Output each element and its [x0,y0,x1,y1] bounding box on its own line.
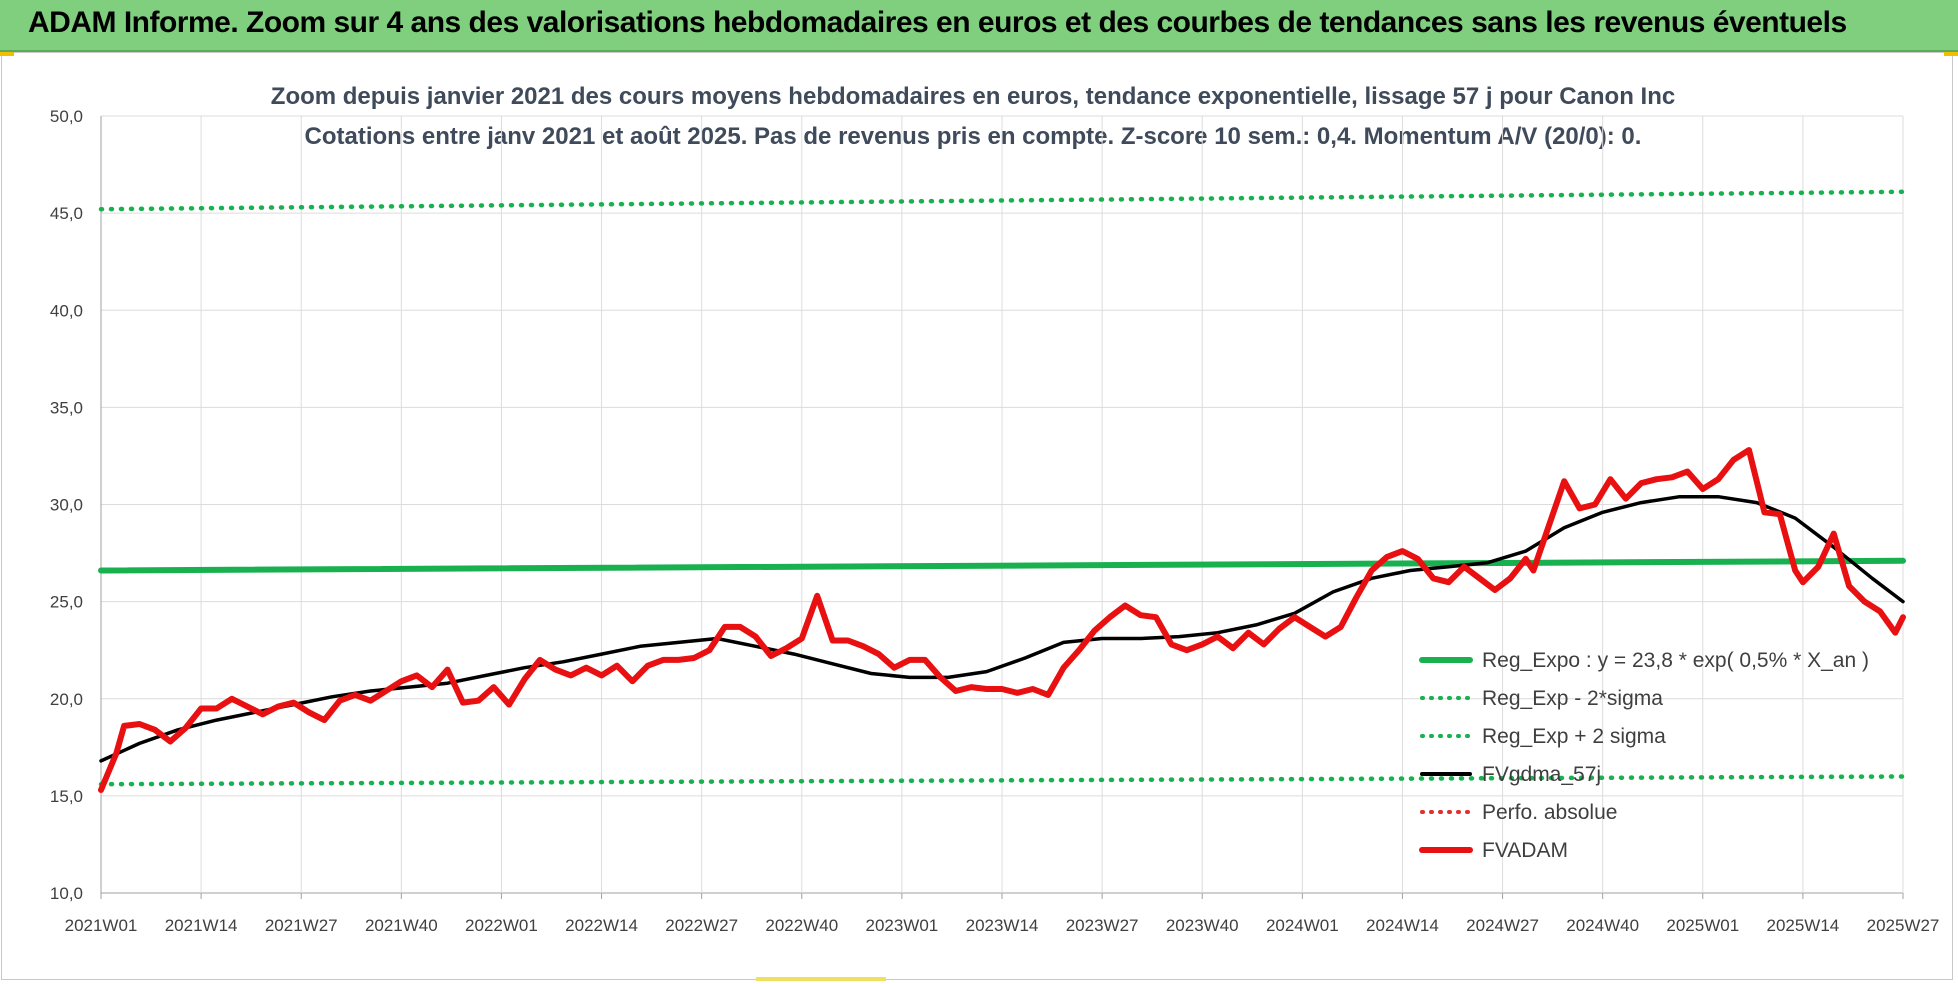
x-tick-label: 2023W27 [1066,916,1139,935]
y-tick-label: 20,0 [50,690,83,709]
header-title: ADAM Informe. Zoom sur 4 ans des valoris… [28,6,1847,39]
x-tick-label: 2021W01 [65,916,138,935]
legend-label: Reg_Expo : y = 23,8 * exp( 0,5% * X_an ) [1482,649,1869,672]
chart-title: Zoom depuis janvier 2021 des cours moyen… [271,83,1675,110]
x-tick-label: 2022W27 [665,916,738,935]
bottom-marker [756,977,886,981]
x-tick-label: 2024W14 [1366,916,1439,935]
x-tick-label: 2025W14 [1766,916,1839,935]
legend-label: FVADAM [1482,839,1568,862]
corner-marker-right [1944,52,1958,56]
x-tick-label: 2021W14 [165,916,238,935]
legend-label: Reg_Exp + 2 sigma [1482,725,1666,748]
legend-label: FVgdma_57j [1482,763,1601,786]
corner-marker-left [0,52,14,56]
series-line-2 [98,774,1906,787]
y-tick-label: 30,0 [50,496,83,515]
legend-label: Perfo. absolue [1482,801,1617,824]
legend: Reg_Expo : y = 23,8 * exp( 0,5% * X_an )… [1419,649,1869,862]
series-line-1 [98,557,1906,574]
x-tick-label: 2024W40 [1566,916,1639,935]
x-tick-label: 2022W40 [765,916,838,935]
y-tick-label: 50,0 [50,107,83,126]
y-tick-label: 15,0 [50,787,83,806]
x-tick-label: 2025W01 [1666,916,1739,935]
series-line-3 [98,189,1906,212]
y-tick-label: 35,0 [50,398,83,417]
legend-label: Reg_Exp - 2*sigma [1482,687,1663,710]
y-tick-label: 40,0 [50,301,83,320]
y-tick-label: 10,0 [50,884,83,903]
grid-layer: 50,0 45,0 40,0 35,0 30,0 25,0 20,0 15,0 10,0 2021… [50,107,1939,935]
x-tick-label: 2023W01 [865,916,938,935]
x-tick-label: 2022W01 [465,916,538,935]
x-tick-label: 2022W14 [565,916,638,935]
chart-frame [1,52,1953,980]
y-tick-label: 25,0 [50,593,83,612]
x-tick-label: 2023W40 [1166,916,1239,935]
series-line-4 [99,494,1905,763]
x-tick-label: 2024W01 [1266,916,1339,935]
y-tick-label: 45,0 [50,204,83,223]
x-tick-label: 2024W27 [1466,916,1539,935]
header-bar: ADAM Informe. Zoom sur 4 ans des valoris… [0,0,1958,52]
x-tick-label: 2021W40 [365,916,438,935]
series-line-6 [98,447,1906,793]
chart-subtitle: Cotations entre janv 2021 et août 2025. … [305,123,1642,150]
series-layer [98,189,1906,793]
x-tick-label: 2021W27 [265,916,338,935]
x-tick-label: 2025W27 [1867,916,1940,935]
x-tick-label: 2023W14 [966,916,1039,935]
